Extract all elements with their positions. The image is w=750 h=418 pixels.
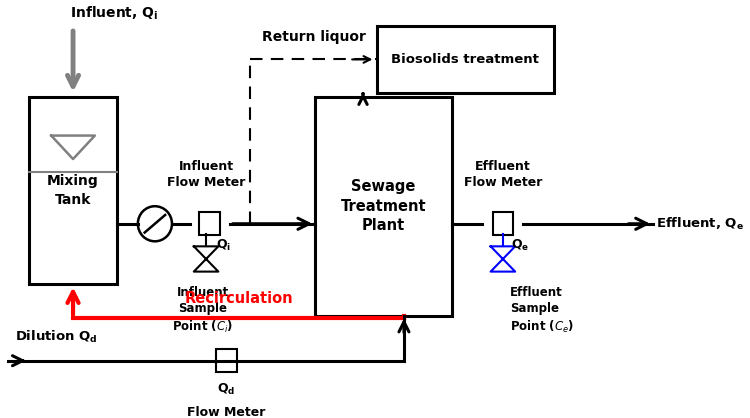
Text: Recirculation: Recirculation xyxy=(184,291,292,306)
Text: Effluent
Sample
Point ($C_e$): Effluent Sample Point ($C_e$) xyxy=(510,286,574,335)
Bar xyxy=(493,212,513,235)
Bar xyxy=(200,212,220,235)
Text: $\mathbf{Q_e}$: $\mathbf{Q_e}$ xyxy=(511,237,529,252)
Text: Sewage
Treatment
Plant: Sewage Treatment Plant xyxy=(340,179,426,233)
Text: Influent
Flow Meter: Influent Flow Meter xyxy=(167,160,245,189)
Text: Influent, $\mathbf{Q_i}$: Influent, $\mathbf{Q_i}$ xyxy=(70,5,158,22)
Bar xyxy=(216,349,237,372)
Text: Influent
Sample
Point ($C_i$): Influent Sample Point ($C_i$) xyxy=(172,286,233,335)
Bar xyxy=(28,97,118,284)
Bar xyxy=(376,26,554,93)
Text: Return liquor: Return liquor xyxy=(262,30,365,44)
Text: Dilution $\mathbf{Q_d}$: Dilution $\mathbf{Q_d}$ xyxy=(15,329,98,345)
Bar xyxy=(315,97,452,316)
Text: $\mathbf{Q_i}$: $\mathbf{Q_i}$ xyxy=(215,237,231,252)
Text: Flow Meter: Flow Meter xyxy=(188,406,266,418)
Circle shape xyxy=(138,206,172,241)
Text: Effluent, $\mathbf{Q_e}$: Effluent, $\mathbf{Q_e}$ xyxy=(656,216,745,232)
Text: Mixing
Tank: Mixing Tank xyxy=(47,174,99,206)
Text: $\mathbf{Q_d}$: $\mathbf{Q_d}$ xyxy=(217,382,236,398)
Text: Effluent
Flow Meter: Effluent Flow Meter xyxy=(464,160,542,189)
Text: Biosolids treatment: Biosolids treatment xyxy=(392,53,539,66)
